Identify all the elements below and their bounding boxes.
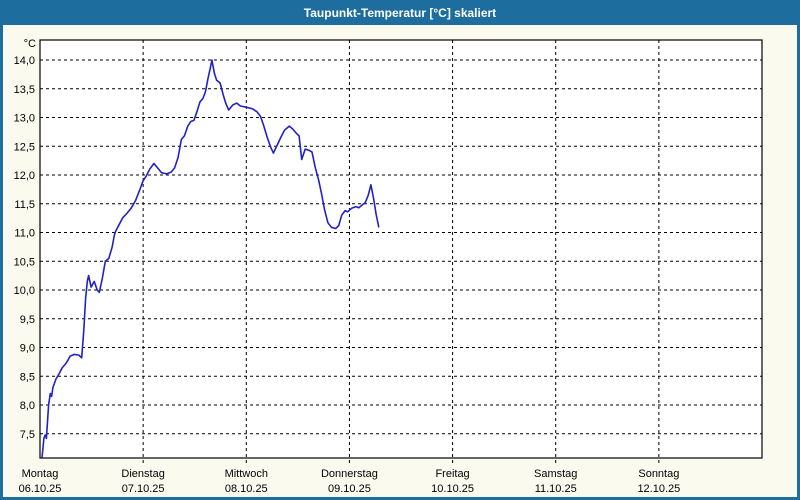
x-day-date-label: 08.10.25: [225, 483, 268, 495]
plot-border: [39, 39, 763, 459]
plot-area: [40, 40, 762, 458]
y-tick-label: 9,0: [20, 343, 35, 355]
x-day-date-label: 06.10.25: [19, 483, 62, 495]
window-title: Taupunkt-Temperatur [°C] skaliert: [303, 5, 497, 20]
y-tick-label: 8,0: [20, 400, 35, 412]
y-tick-label: 10,0: [14, 285, 35, 297]
x-day-date-label: 12.10.25: [637, 483, 680, 495]
x-day-name-label: Donnerstag: [321, 468, 378, 480]
title-bar: Taupunkt-Temperatur [°C] skaliert: [0, 0, 800, 25]
y-axis-unit-label: °C: [24, 38, 36, 50]
x-day-date-label: 07.10.25: [122, 483, 165, 495]
y-tick-label: 10,5: [14, 256, 35, 268]
x-day-date-label: 09.10.25: [328, 483, 371, 495]
y-tick-label: 11,5: [14, 199, 35, 211]
x-day-name-label: Dienstag: [121, 468, 164, 480]
x-day-date-label: 10.10.25: [431, 483, 474, 495]
x-day-name-label: Freitag: [435, 468, 469, 480]
y-tick-label: 8,5: [20, 371, 35, 383]
y-tick-label: 7,5: [20, 429, 35, 441]
dewpoint-series-line: [41, 59, 380, 458]
y-tick-label: 14,0: [14, 55, 35, 67]
x-day-date-label: 11.10.25: [535, 483, 577, 495]
x-day-name-label: Mittwoch: [225, 468, 268, 480]
x-day-name-label: Sonntag: [638, 468, 679, 480]
x-day-name-label: Montag: [22, 468, 59, 480]
x-day-name-label: Samstag: [534, 468, 577, 480]
y-tick-label: 9,5: [20, 314, 35, 326]
y-tick-label: 13,5: [14, 84, 35, 96]
y-tick-label: 12,0: [14, 170, 35, 182]
y-tick-label: 11,0: [14, 228, 35, 240]
y-tick-label: 12,5: [14, 141, 35, 153]
y-tick-label: 13,0: [14, 113, 35, 125]
